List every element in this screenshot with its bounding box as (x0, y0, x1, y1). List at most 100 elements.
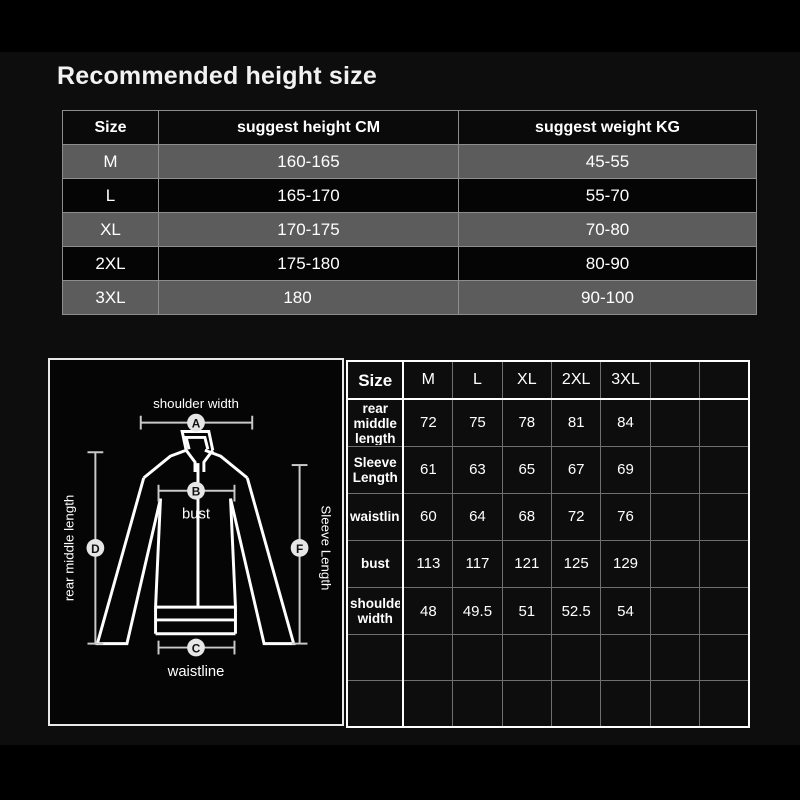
cell-value: 113 (402, 539, 454, 589)
cell-empty (699, 539, 750, 589)
cell-value: 65 (501, 445, 552, 494)
cell-value: 68 (501, 492, 552, 541)
cell-value: 75 (452, 398, 503, 447)
cell-empty (346, 634, 405, 682)
cell-empty (346, 680, 405, 728)
header-size-m: M (402, 360, 454, 400)
cell-value: 78 (501, 398, 552, 447)
cell-value: 84 (600, 398, 651, 447)
collar-outer (180, 430, 215, 451)
marker-d-label: D (91, 542, 100, 556)
measurement-row: bust 113 117 121 125 129 (346, 539, 750, 589)
cell-weight: 55-70 (458, 178, 757, 213)
marker-b-label: B (192, 485, 201, 499)
cell-value: 121 (501, 539, 552, 589)
cell-weight: 80-90 (458, 246, 757, 281)
measurement-empty-row (346, 680, 750, 728)
shoulder-width-label: shoulder width (153, 396, 239, 411)
cell-size: XL (62, 212, 159, 247)
cell-value: 64 (452, 492, 503, 541)
table-row: M 160-165 45-55 (62, 144, 757, 179)
left-shoulder-line (142, 448, 187, 480)
right-sleeve-outline (229, 477, 296, 646)
table-row: 3XL 180 90-100 (62, 280, 757, 315)
measurement-row: waistline 60 64 68 72 76 (346, 492, 750, 541)
cell-value: 51 (501, 587, 552, 636)
cell-empty (649, 634, 701, 682)
cell-empty (550, 634, 602, 682)
lower-section: shoulder width A B bust (0, 350, 800, 750)
waistline-label: waistline (167, 664, 225, 680)
cell-size: 2XL (62, 246, 159, 281)
measurement-row: rear middle length 72 75 78 81 84 (346, 398, 750, 447)
header-empty (699, 360, 750, 400)
cell-height: 175-180 (158, 246, 459, 281)
header-size-corner: Size (346, 360, 405, 400)
cell-empty (699, 680, 750, 728)
row-label-sleeve-length: Sleeve Length (346, 445, 405, 494)
table-header-row: Size suggest height CM suggest weight KG (62, 110, 757, 145)
cell-empty (649, 445, 701, 494)
marker-f-circle (290, 539, 309, 557)
header-size-3xl: 3XL (600, 360, 651, 400)
cell-value: 67 (550, 445, 602, 494)
cell-value: 60 (402, 492, 454, 541)
cell-value: 72 (402, 398, 454, 447)
cell-weight: 90-100 (458, 280, 757, 315)
right-lapel (202, 449, 214, 472)
header-suggest-height: suggest height CM (158, 110, 459, 145)
cell-empty (402, 634, 454, 682)
header-empty (649, 360, 701, 400)
cell-value: 49.5 (452, 587, 503, 636)
cell-empty (452, 680, 503, 728)
row-label-text: shoulder width (350, 596, 400, 627)
table-row: 2XL 175-180 80-90 (62, 246, 757, 281)
cell-height: 170-175 (158, 212, 459, 247)
cell-empty (452, 634, 503, 682)
table-row: L 165-170 55-70 (62, 178, 757, 213)
cell-value: 63 (452, 445, 503, 494)
marker-b-circle (187, 481, 205, 500)
row-label-shoulder-width: shoulder width (346, 587, 405, 636)
page-title: Recommended height size (57, 62, 377, 90)
cell-empty (699, 634, 750, 682)
marker-a-label: A (192, 417, 201, 431)
measurement-table-wrap: Size M L XL 2XL 3XL rear middle length 7… (346, 360, 750, 728)
cell-value: 72 (550, 492, 602, 541)
marker-c-circle (187, 638, 205, 657)
cell-size: M (62, 144, 159, 179)
row-label-text: Sleeve Length (352, 454, 398, 485)
row-label-waistline: waistline (346, 492, 405, 541)
left-lapel (184, 449, 197, 472)
cell-empty (501, 680, 552, 728)
cell-value: 81 (550, 398, 602, 447)
marker-d-circle (86, 539, 105, 557)
cell-value: 48 (402, 587, 454, 636)
cell-empty (649, 539, 701, 589)
marker-f-label: F (296, 542, 303, 556)
body-left-side (154, 498, 162, 634)
header-size-2xl: 2XL (550, 360, 602, 400)
collar-inner (184, 435, 210, 450)
garment-diagram-svg: shoulder width A B bust (62, 396, 334, 680)
cell-height: 165-170 (158, 178, 459, 213)
header-size: Size (62, 110, 159, 145)
row-label-text: bust (360, 556, 390, 572)
rear-middle-length-label: rear middle length (62, 495, 77, 601)
header-size-xl: XL (501, 360, 552, 400)
bust-label: bust (182, 506, 210, 522)
cell-weight: 45-55 (458, 144, 757, 179)
cell-empty (699, 587, 750, 636)
cell-value: 61 (402, 445, 454, 494)
measurement-table: Size M L XL 2XL 3XL rear middle length 7… (346, 360, 750, 728)
measurement-header-row: Size M L XL 2XL 3XL (346, 360, 750, 400)
cell-size: 3XL (62, 280, 159, 315)
cell-empty (600, 680, 651, 728)
cell-empty (600, 634, 651, 682)
cell-empty (699, 398, 750, 447)
cell-height: 180 (158, 280, 459, 315)
cell-size: L (62, 178, 159, 213)
cell-value: 52.5 (550, 587, 602, 636)
row-label-text: waistline (350, 509, 400, 525)
header-suggest-weight: suggest weight KG (458, 110, 757, 145)
